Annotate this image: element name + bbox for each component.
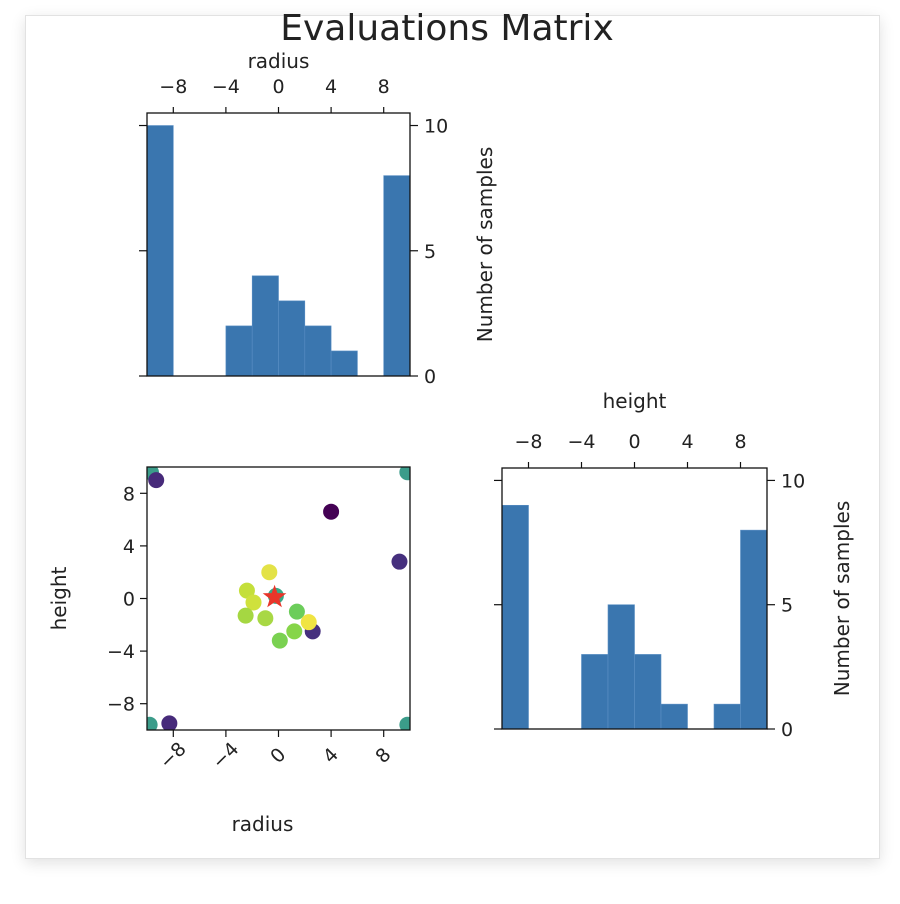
scatter-point xyxy=(237,607,254,624)
histogram-bar xyxy=(251,275,279,377)
histogram-bar xyxy=(383,175,411,377)
scatter-point xyxy=(245,594,262,611)
y-axis-label: Number of samples xyxy=(830,501,854,696)
y-tick-label: 4 xyxy=(123,536,135,558)
y-axis-label: Number of samples xyxy=(473,147,497,342)
y-tick-label: 0 xyxy=(781,719,793,741)
histogram-height xyxy=(494,462,775,730)
scatter-point xyxy=(300,614,317,631)
scatter-point xyxy=(288,603,305,620)
y-tick-label: 5 xyxy=(781,595,793,617)
y-axis-label: height xyxy=(47,566,71,630)
x-tick-label: 0 xyxy=(272,76,284,98)
figure-title: Evaluations Matrix xyxy=(280,8,614,49)
histogram-bar xyxy=(330,350,358,377)
histogram-bar xyxy=(660,703,688,730)
y-tick-label: 10 xyxy=(781,470,805,492)
scatter-point xyxy=(323,503,340,520)
scatter-point xyxy=(399,467,410,481)
x-tick-label: −8 xyxy=(514,431,542,453)
x-tick-label: 8 xyxy=(734,431,746,453)
scatter-point xyxy=(399,716,410,730)
scatter-point xyxy=(147,716,158,730)
histogram-bar xyxy=(501,504,529,730)
x-tick-label: 8 xyxy=(378,76,390,98)
x-tick-label: −4 xyxy=(212,76,240,98)
scatter-point xyxy=(257,610,274,627)
y-tick-label: 10 xyxy=(424,116,448,138)
histogram-bar xyxy=(634,654,662,730)
x-tick-label: 4 xyxy=(325,76,337,98)
histogram-bar xyxy=(146,125,174,377)
scatter-point xyxy=(161,715,178,730)
y-tick-label: 8 xyxy=(123,483,135,505)
x-tick-label: 8 xyxy=(371,744,395,768)
x-axis-label: radius xyxy=(232,812,294,836)
x-tick-label: −4 xyxy=(208,738,243,773)
x-tick-label: −8 xyxy=(159,76,187,98)
histogram-bar xyxy=(225,325,253,377)
y-tick-label: 5 xyxy=(424,241,436,263)
y-tick-label: −8 xyxy=(107,694,135,716)
y-tick-label: 0 xyxy=(123,589,135,611)
scatter-point xyxy=(286,623,303,640)
x-tick-label: −4 xyxy=(567,431,595,453)
x-axis-label: radius xyxy=(248,49,310,73)
best-point-star-icon xyxy=(262,584,287,608)
histogram-radius xyxy=(139,107,418,377)
scatter-points xyxy=(147,467,410,730)
histogram-bar xyxy=(278,300,306,377)
scatter-point xyxy=(391,553,408,570)
x-tick-label: 4 xyxy=(681,431,693,453)
x-tick-label: 4 xyxy=(319,744,343,768)
x-tick-label: 0 xyxy=(628,431,640,453)
histogram-bar xyxy=(740,529,768,730)
scatter-point xyxy=(148,472,165,489)
scatter-point xyxy=(261,564,278,581)
y-tick-label: −4 xyxy=(107,641,135,663)
histogram-bar xyxy=(581,654,609,730)
histogram-bar xyxy=(713,703,741,730)
histogram-bar xyxy=(304,325,332,377)
x-tick-label: −8 xyxy=(155,738,190,773)
histogram-bar xyxy=(607,604,635,730)
x-tick-label: 0 xyxy=(266,744,290,768)
scatter-point xyxy=(238,582,255,599)
y-tick-label: 0 xyxy=(424,366,436,388)
x-axis-label: height xyxy=(603,389,667,413)
scatter-point xyxy=(271,632,288,649)
